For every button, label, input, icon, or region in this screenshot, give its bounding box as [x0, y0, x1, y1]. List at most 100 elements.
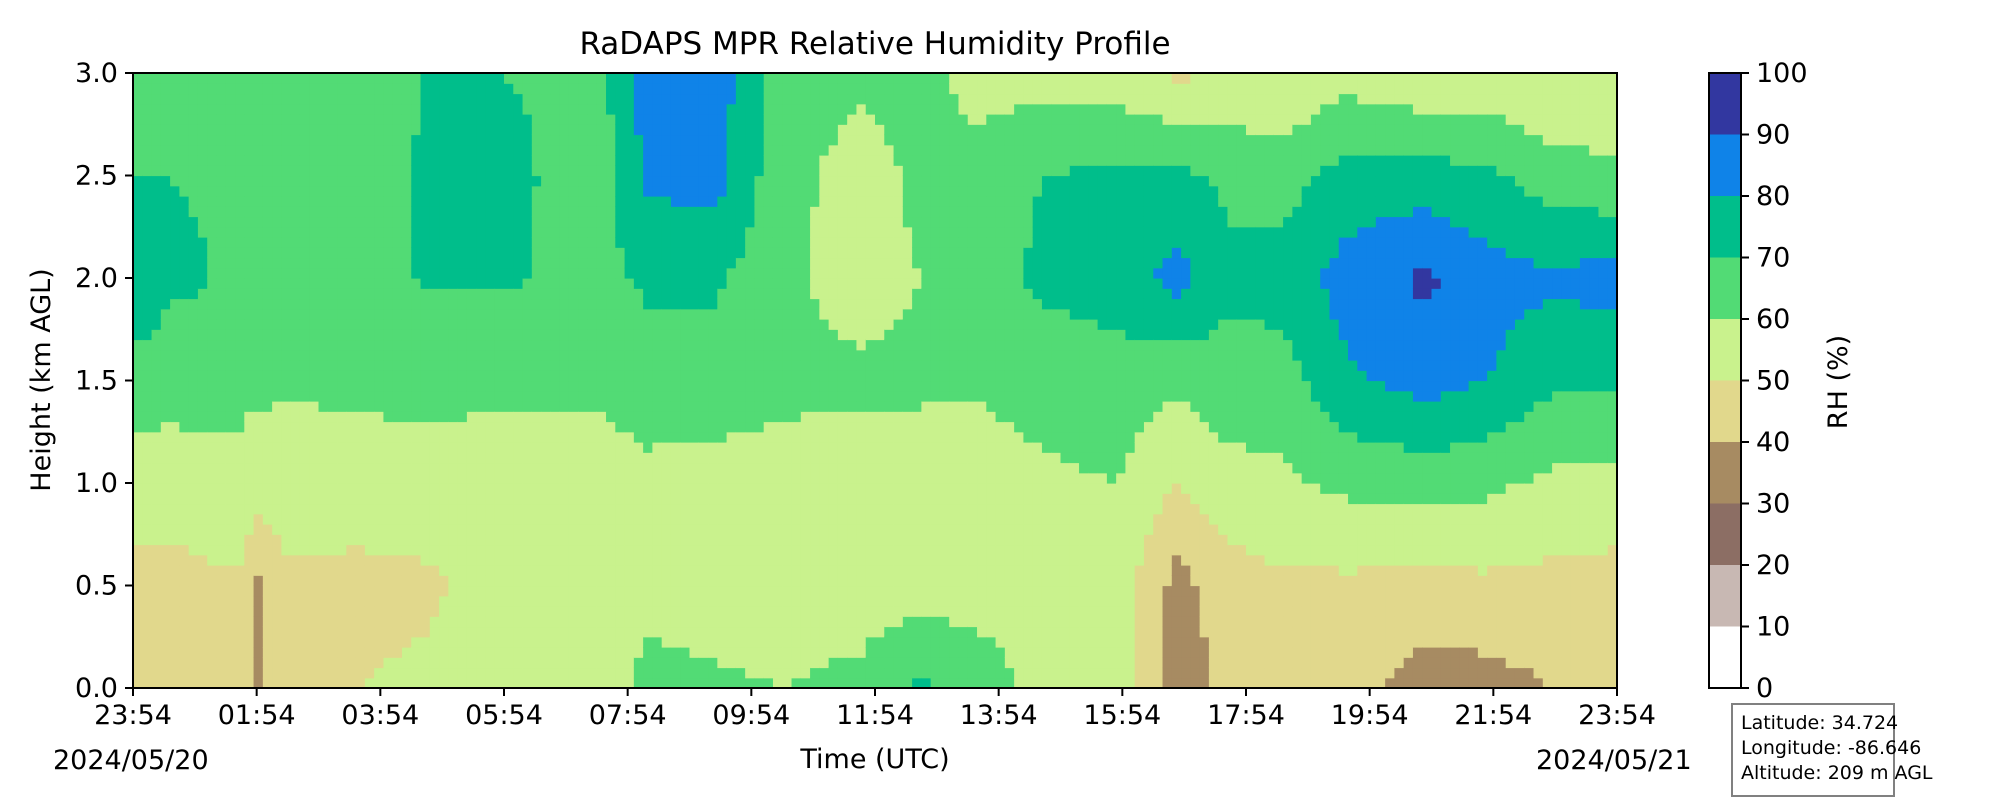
heatmap-cell [884, 298, 895, 310]
heatmap-cell [225, 196, 236, 207]
heatmap-cell [457, 606, 468, 617]
heatmap-cell [670, 267, 681, 279]
heatmap-cell [494, 339, 505, 351]
heatmap-cell [309, 134, 320, 146]
heatmap-cell [754, 657, 765, 669]
heatmap-cell [494, 616, 505, 628]
heatmap-cell [847, 431, 858, 443]
heatmap-cell [680, 360, 691, 371]
heatmap-cell [411, 73, 422, 84]
heatmap-cell [411, 93, 422, 105]
heatmap-cell [782, 616, 793, 628]
heatmap-cell [689, 647, 700, 658]
heatmap-cell [856, 636, 867, 648]
heatmap-cell [596, 442, 607, 453]
heatmap-cell [847, 595, 858, 607]
heatmap-cell [262, 370, 273, 382]
heatmap-cell [281, 411, 292, 423]
heatmap-cell [170, 349, 180, 361]
heatmap-cell [828, 380, 839, 392]
heatmap-cell [401, 185, 412, 197]
heatmap-cell [522, 144, 533, 156]
heatmap-cell [318, 657, 329, 669]
heatmap-cell [856, 513, 867, 525]
heatmap-cell [847, 483, 858, 494]
heatmap-cell [197, 493, 208, 505]
heatmap-cell [327, 657, 338, 669]
heatmap-cell [670, 206, 681, 218]
heatmap-cell [179, 524, 190, 535]
heatmap-cell [142, 237, 153, 248]
heatmap-cell [856, 155, 867, 166]
heatmap-cell [207, 103, 218, 115]
heatmap-cell [327, 329, 338, 341]
heatmap-cell [587, 298, 598, 310]
heatmap-cell [800, 216, 811, 228]
heatmap-cell [772, 647, 783, 658]
heatmap-cell [698, 524, 709, 535]
heatmap-cell [466, 247, 477, 259]
heatmap-cell [772, 431, 783, 443]
heatmap-cell [476, 483, 487, 494]
heatmap-cell [708, 421, 718, 433]
heatmap-cell [531, 575, 542, 587]
heatmap-cell [188, 247, 199, 259]
heatmap-cell [485, 606, 496, 617]
heatmap-cell [309, 83, 320, 95]
heatmap-cell [689, 247, 700, 259]
heatmap-cell [160, 411, 171, 423]
heatmap-cell [875, 360, 885, 371]
heatmap-cell [726, 544, 737, 556]
heatmap-cell [197, 134, 208, 146]
heatmap-cell [262, 278, 273, 289]
heatmap-cell [207, 155, 218, 166]
heatmap-cell [643, 442, 654, 453]
heatmap-cell [754, 134, 765, 146]
heatmap-cell [735, 677, 746, 689]
heatmap-cell [448, 483, 459, 494]
heatmap-cell [615, 360, 626, 371]
heatmap-cell [337, 401, 347, 412]
heatmap-cell [299, 349, 310, 361]
heatmap-cell [457, 360, 468, 371]
heatmap-cell [327, 216, 338, 228]
heatmap-cell [754, 278, 765, 289]
heatmap-cell [244, 93, 255, 105]
heatmap-cell [272, 472, 283, 484]
heatmap-cell [624, 83, 635, 95]
heatmap-cell [541, 585, 551, 597]
heatmap-cell [717, 165, 728, 177]
heatmap-cell [225, 421, 236, 433]
heatmap-cell [299, 575, 310, 587]
heatmap-cell [401, 380, 412, 392]
heatmap-cell [142, 257, 153, 269]
heatmap-cell [745, 308, 756, 320]
heatmap-cell [133, 595, 143, 607]
heatmap-cell [541, 411, 551, 423]
heatmap-cell [559, 349, 570, 361]
heatmap-cell [309, 247, 320, 259]
heatmap-cell [810, 626, 820, 638]
heatmap-cell [578, 73, 589, 84]
heatmap-cell [262, 431, 273, 443]
heatmap-cell [355, 370, 366, 382]
heatmap-cell [281, 134, 292, 146]
heatmap-cell [207, 524, 218, 535]
heatmap-cell [383, 677, 394, 689]
heatmap-cell [782, 626, 793, 638]
heatmap-cell [633, 165, 644, 177]
heatmap-cell [670, 421, 681, 433]
heatmap-cell [272, 298, 283, 310]
heatmap-cell [596, 452, 607, 464]
heatmap-cell [309, 165, 320, 177]
heatmap-cell [708, 308, 718, 320]
heatmap-cell [299, 267, 310, 279]
heatmap-cell [633, 216, 644, 228]
heatmap-cell [819, 595, 830, 607]
heatmap-cell [782, 349, 793, 361]
heatmap-cell [253, 503, 264, 515]
heatmap-cell [290, 483, 301, 494]
heatmap-cell [717, 442, 728, 453]
heatmap-cell [698, 267, 709, 279]
heatmap-cell [624, 431, 635, 443]
